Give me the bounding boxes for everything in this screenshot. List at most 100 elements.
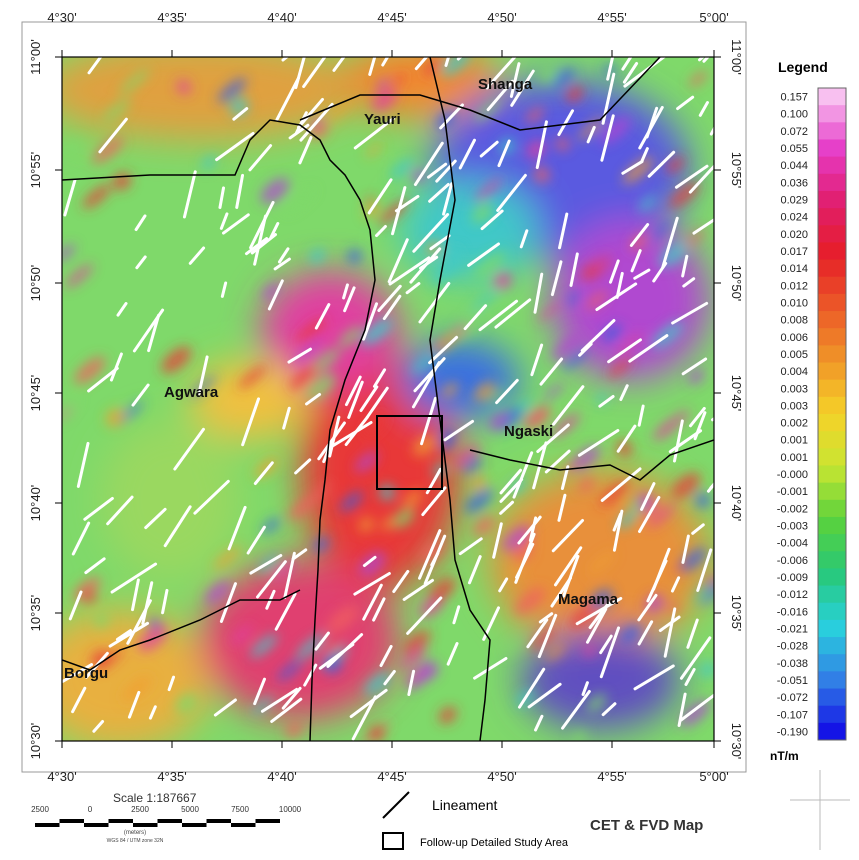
legend-swatch — [818, 654, 846, 672]
legend-label: -0.016 — [777, 606, 808, 618]
legend-label: 0.001 — [780, 452, 808, 464]
legend-label: 0.012 — [780, 280, 808, 292]
scale-segment — [256, 819, 281, 823]
scale-segment — [109, 819, 134, 823]
legend-swatch — [818, 689, 846, 707]
legend-label: -0.028 — [777, 641, 808, 653]
legend-swatch — [818, 191, 846, 209]
legend-swatch — [818, 311, 846, 329]
place-label: Shanga — [478, 76, 533, 93]
legend-swatch — [818, 723, 846, 741]
latitude-label: 10°55' — [729, 152, 744, 189]
legend-swatch — [818, 603, 846, 621]
study-area-key-label: Follow-up Detailed Study Area — [420, 837, 569, 849]
legend-swatch — [818, 637, 846, 655]
legend-label: -0.001 — [777, 486, 808, 498]
legend-swatch — [818, 568, 846, 586]
scale-label: 2500 — [31, 805, 49, 814]
legend-swatch — [818, 363, 846, 381]
legend-swatch — [818, 225, 846, 243]
legend-unit: nT/m — [770, 749, 799, 763]
north-arrow — [790, 770, 850, 850]
legend-label: -0.051 — [777, 675, 808, 687]
scale-segment — [207, 819, 232, 823]
latitude-label: 10°40' — [729, 485, 744, 522]
legend-swatch — [818, 139, 846, 157]
legend-swatch — [818, 294, 846, 312]
scale-projection: WGS 84 / UTM zone 32N — [107, 838, 164, 844]
place-label: Magama — [558, 591, 619, 608]
latitude-label: 10°50' — [729, 265, 744, 302]
legend-swatch — [818, 483, 846, 501]
legend-swatch — [818, 431, 846, 449]
scale-segment — [231, 823, 256, 827]
legend-label: 0.044 — [780, 160, 808, 172]
scale-segment — [60, 819, 85, 823]
legend-title: Legend — [778, 59, 828, 75]
map-raster — [30, 27, 733, 750]
legend-swatch — [818, 500, 846, 518]
legend-swatch — [818, 706, 846, 724]
legend-label: 0.008 — [780, 315, 808, 327]
legend-swatch — [818, 414, 846, 432]
latitude-label: 10°55' — [28, 152, 43, 189]
legend-label: 0.002 — [780, 418, 808, 430]
legend-label: 0.003 — [780, 400, 808, 412]
legend-label: 0.024 — [780, 212, 808, 224]
longitude-label: 4°35' — [157, 10, 186, 25]
latitude-label: 10°35' — [729, 595, 744, 632]
legend-label: -0.009 — [777, 572, 808, 584]
legend-label: 0.006 — [780, 332, 808, 344]
legend-label: -0.004 — [777, 538, 808, 550]
legend-label: -0.021 — [777, 623, 808, 635]
legend-swatch — [818, 260, 846, 278]
longitude-label: 4°50' — [487, 10, 516, 25]
legend-swatch — [818, 534, 846, 552]
legend-label: -0.038 — [777, 658, 808, 670]
legend-swatch — [818, 157, 846, 175]
legend-label: -0.006 — [777, 555, 808, 567]
legend-swatch — [818, 208, 846, 226]
longitude-label: 4°50' — [487, 769, 516, 784]
lineament-key-symbol — [383, 792, 409, 818]
legend-swatch — [818, 671, 846, 689]
scale-segment — [35, 823, 60, 827]
legend-label: 0.157 — [780, 92, 808, 104]
legend-swatch — [818, 88, 846, 106]
map-title: CET & FVD Map — [590, 817, 703, 834]
study-area-key-symbol — [383, 833, 403, 849]
place-label: Ngaski — [504, 423, 553, 440]
legend-label: 0.001 — [780, 435, 808, 447]
legend-label: 0.005 — [780, 349, 808, 361]
scale-segment — [84, 823, 109, 827]
legend-label: -0.072 — [777, 692, 808, 704]
longitude-label: 4°45' — [377, 10, 406, 25]
legend-swatch — [818, 122, 846, 140]
latitude-label: 10°45' — [28, 375, 43, 412]
legend-label: 0.014 — [780, 263, 808, 275]
scale-label: 10000 — [279, 805, 302, 814]
latitude-label: 10°50' — [28, 265, 43, 302]
legend-label: -0.003 — [777, 521, 808, 533]
scale-label: 7500 — [231, 805, 249, 814]
longitude-label: 4°55' — [597, 769, 626, 784]
legend-label: 0.055 — [780, 143, 808, 155]
lineament-key-label: Lineament — [432, 797, 497, 813]
legend-label: 0.020 — [780, 229, 808, 241]
legend-label: -0.000 — [777, 469, 808, 481]
longitude-label: 5°00' — [699, 769, 728, 784]
legend-label: 0.036 — [780, 177, 808, 189]
scale-label: 0 — [88, 805, 93, 814]
scale-unit: (meters) — [124, 830, 146, 836]
legend-label: 0.004 — [780, 366, 808, 378]
legend-label: 0.010 — [780, 297, 808, 309]
legend-label: -0.107 — [777, 709, 808, 721]
legend-swatch — [818, 620, 846, 638]
legend-label: 0.029 — [780, 195, 808, 207]
legend-label: 0.003 — [780, 383, 808, 395]
scale-label: 5000 — [181, 805, 199, 814]
latitude-label: 10°40' — [28, 485, 43, 522]
map-figure: 4°30'4°30'4°35'4°35'4°40'4°40'4°45'4°45'… — [0, 0, 859, 855]
latitude-label: 11°00' — [28, 39, 43, 75]
longitude-label: 4°45' — [377, 769, 406, 784]
